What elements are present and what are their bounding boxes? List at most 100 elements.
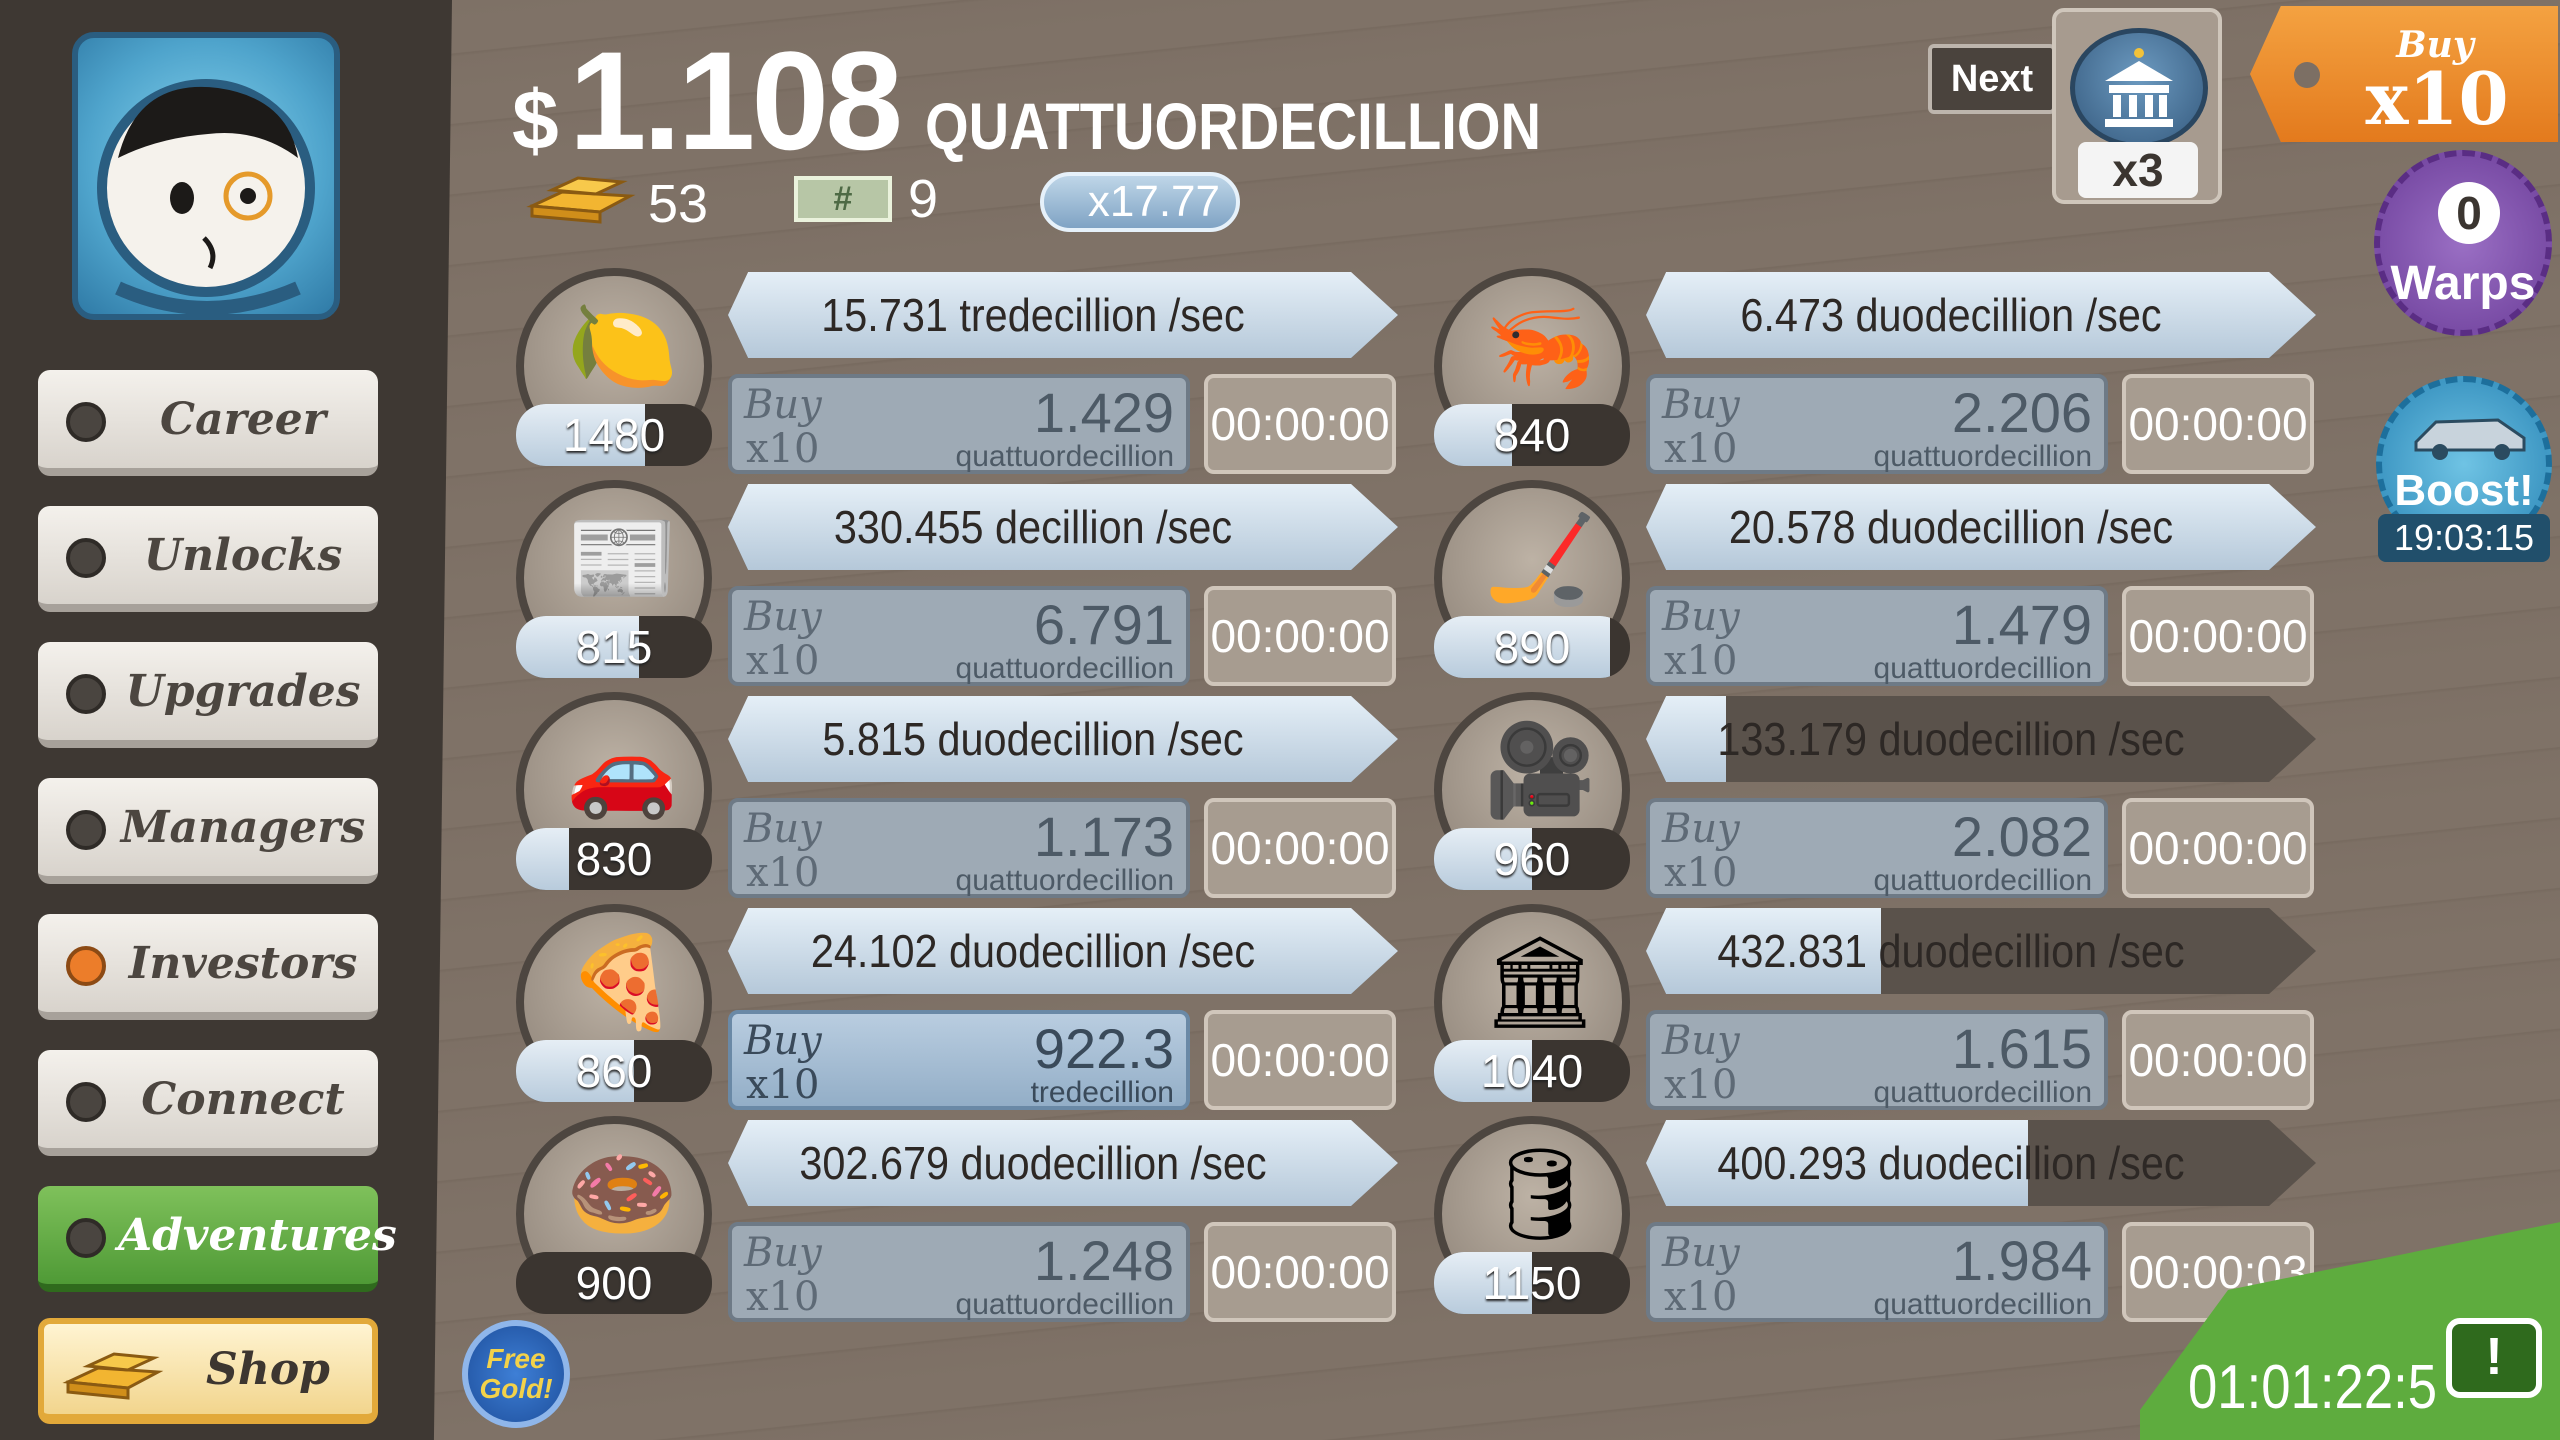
business-buy-button[interactable]: Buy x10 1.429 quattuordecillion	[728, 374, 1190, 474]
nav-upgrades-button[interactable]: Upgrades	[38, 642, 378, 748]
business-count-progress	[1434, 404, 1513, 466]
business-row: 🦐 840 6.473 duodecillion /sec Buy x10 2.206 qu…	[1434, 268, 2534, 478]
nav-label: Managers	[120, 801, 366, 853]
business-timer: 00:00:00	[1204, 1222, 1396, 1322]
hockey-icon: 🏒	[1483, 509, 1597, 609]
business-revenue-bar[interactable]: 302.679 duodecillion /sec	[728, 1120, 1398, 1206]
buy-cost-unit: quattuordecillion	[1873, 1288, 2092, 1321]
warps-label: Warps	[2390, 257, 2536, 310]
time-machine-car-icon	[2406, 402, 2534, 467]
business-count: 830	[575, 833, 653, 885]
warps-button[interactable]: 0 Warps	[2374, 150, 2552, 336]
business-revenue-progress	[728, 484, 1398, 570]
business-count: 1040	[1480, 1045, 1584, 1097]
buy-quantity: x10	[1664, 638, 1738, 684]
nav-label: Adventures	[118, 1209, 397, 1261]
megabucks-count: 9	[908, 169, 939, 229]
nav-connect-button[interactable]: Connect	[38, 1050, 378, 1156]
business-revenue-bar[interactable]: 432.831 duodecillion /sec	[1646, 908, 2316, 994]
nav-adventures-button[interactable]: Adventures	[38, 1186, 397, 1292]
avatar[interactable]	[72, 32, 340, 320]
nav-investors-button[interactable]: Investors	[38, 914, 378, 1020]
buy-cost: 922.3	[1033, 1017, 1174, 1080]
business-row: 🚗 830 5.815 duodecillion /sec Buy x10 1.173 qu…	[516, 692, 1616, 902]
next-unlock-multiplier: x3	[2078, 142, 2198, 198]
business-count-bar: 815	[516, 616, 712, 678]
buy-quantity: x10	[746, 1274, 820, 1320]
shop-button[interactable]: Shop	[38, 1318, 378, 1424]
tag-hole	[2294, 62, 2320, 88]
currency-symbol: $	[512, 73, 559, 167]
buy-label: Buy	[744, 1230, 822, 1276]
buy-cost-unit: quattuordecillion	[955, 652, 1174, 685]
nav-label: Unlocks	[143, 529, 343, 581]
buy-quantity: x10	[746, 850, 820, 896]
business-buy-button[interactable]: Buy x10 1.984 quattuordecillion	[1646, 1222, 2108, 1322]
buy-cost-unit: quattuordecillion	[1873, 440, 2092, 473]
buy-label: Buy	[744, 806, 822, 852]
megabucks-multiplier[interactable]: x17.77	[1040, 172, 1240, 232]
business-revenue-bar[interactable]: 6.473 duodecillion /sec	[1646, 272, 2316, 358]
free-gold-button[interactable]: Free Gold!	[462, 1320, 570, 1428]
business-revenue-progress	[1646, 908, 1881, 994]
next-unlock-card[interactable]: x3	[2052, 8, 2222, 204]
business-row: 📰 815 330.455 decillion /sec Buy x10 6.791 qua…	[516, 480, 1616, 690]
indicator-dot-active	[66, 946, 106, 986]
business-revenue-rate: 6.473 duodecillion /sec	[1740, 289, 2162, 341]
business-row: 🍋 1480 15.731 tredecillion /sec Buy x10 1.429…	[516, 268, 1616, 478]
business-revenue-bar[interactable]: 330.455 decillion /sec	[728, 484, 1398, 570]
business-row: 🍕 860 24.102 duodecillion /sec Buy x10 922.3 t…	[516, 904, 1616, 1114]
buy-cost: 1.479	[1951, 593, 2092, 656]
nav-unlocks-button[interactable]: Unlocks	[38, 506, 378, 612]
buy-cost: 6.791	[1033, 593, 1174, 656]
business-buy-button[interactable]: Buy x10 2.206 quattuordecillion	[1646, 374, 2108, 474]
indicator-dot	[66, 402, 106, 442]
buy-quantity-toggle[interactable]: Buy x10	[2250, 6, 2558, 142]
business-buy-button[interactable]: Buy x10 1.615 quattuordecillion	[1646, 1010, 2108, 1110]
money-display: $ 1.108 QUATTUORDECILLION	[512, 20, 1650, 182]
megabucks-stat: # 9	[794, 168, 938, 230]
business-revenue-progress	[728, 272, 1398, 358]
business-buy-button[interactable]: Buy x10 1.248 quattuordecillion	[728, 1222, 1190, 1322]
nav-managers-button[interactable]: Managers	[38, 778, 378, 884]
business-revenue-bar[interactable]: 24.102 duodecillion /sec	[728, 908, 1398, 994]
nav-career-button[interactable]: Career	[38, 370, 378, 476]
business-revenue-rate: 133.179 duodecillion /sec	[1717, 713, 2185, 765]
business-revenue-bar[interactable]: 15.731 tredecillion /sec	[728, 272, 1398, 358]
buy-label: Buy	[1662, 1230, 1740, 1276]
business-revenue-bar[interactable]: 20.578 duodecillion /sec	[1646, 484, 2316, 570]
megabuck-icon: #	[794, 176, 892, 222]
business-revenue-progress	[728, 1120, 1398, 1206]
indicator-dot	[66, 538, 106, 578]
buy-cost-unit: quattuordecillion	[1873, 652, 2092, 685]
business-row: 🎥 960 133.179 duodecillion /sec Buy x10 2.082…	[1434, 692, 2534, 902]
boost-button[interactable]: Boost! 19:03:15	[2376, 376, 2552, 562]
oil-rig-icon: 🛢	[1482, 1145, 1598, 1245]
money-amount: 1.108	[568, 22, 903, 179]
buy-quantity: x10	[746, 426, 820, 472]
business-buy-button[interactable]: Buy x10 1.173 quattuordecillion	[728, 798, 1190, 898]
warps-count: 0	[2438, 182, 2500, 244]
buy-cost: 1.429	[1033, 381, 1174, 444]
business-buy-button[interactable]: Buy x10 1.479 quattuordecillion	[1646, 586, 2108, 686]
gold-count: 53	[648, 173, 709, 234]
tv-alert-icon[interactable]: !	[2446, 1318, 2542, 1398]
business-row: 🍩 900 302.679 duodecillion /sec Buy x10 1.248…	[516, 1116, 1616, 1326]
business-buy-button[interactable]: Buy x10 922.3 tredecillion	[728, 1010, 1190, 1110]
next-unlock-button[interactable]: Next	[1928, 44, 2056, 114]
business-revenue-progress	[1646, 1120, 2028, 1206]
gold-stat: 53	[526, 168, 708, 239]
business-manager-button[interactable]: 🚗	[516, 692, 712, 888]
business-timer: 00:00:00	[2122, 374, 2314, 474]
business-revenue-bar[interactable]: 5.815 duodecillion /sec	[728, 696, 1398, 782]
business-revenue-bar[interactable]: 133.179 duodecillion /sec	[1646, 696, 2316, 782]
buy-cost: 1.984	[1951, 1229, 2092, 1292]
indicator-dot	[66, 1218, 106, 1258]
business-revenue-progress	[1646, 484, 2316, 570]
nav-label: Investors	[128, 937, 358, 989]
business-buy-button[interactable]: Buy x10 2.082 quattuordecillion	[1646, 798, 2108, 898]
business-buy-button[interactable]: Buy x10 6.791 quattuordecillion	[728, 586, 1190, 686]
business-timer: 00:00:00	[2122, 1010, 2314, 1110]
buy-quantity: x10	[746, 1062, 820, 1108]
business-revenue-bar[interactable]: 400.293 duodecillion /sec	[1646, 1120, 2316, 1206]
